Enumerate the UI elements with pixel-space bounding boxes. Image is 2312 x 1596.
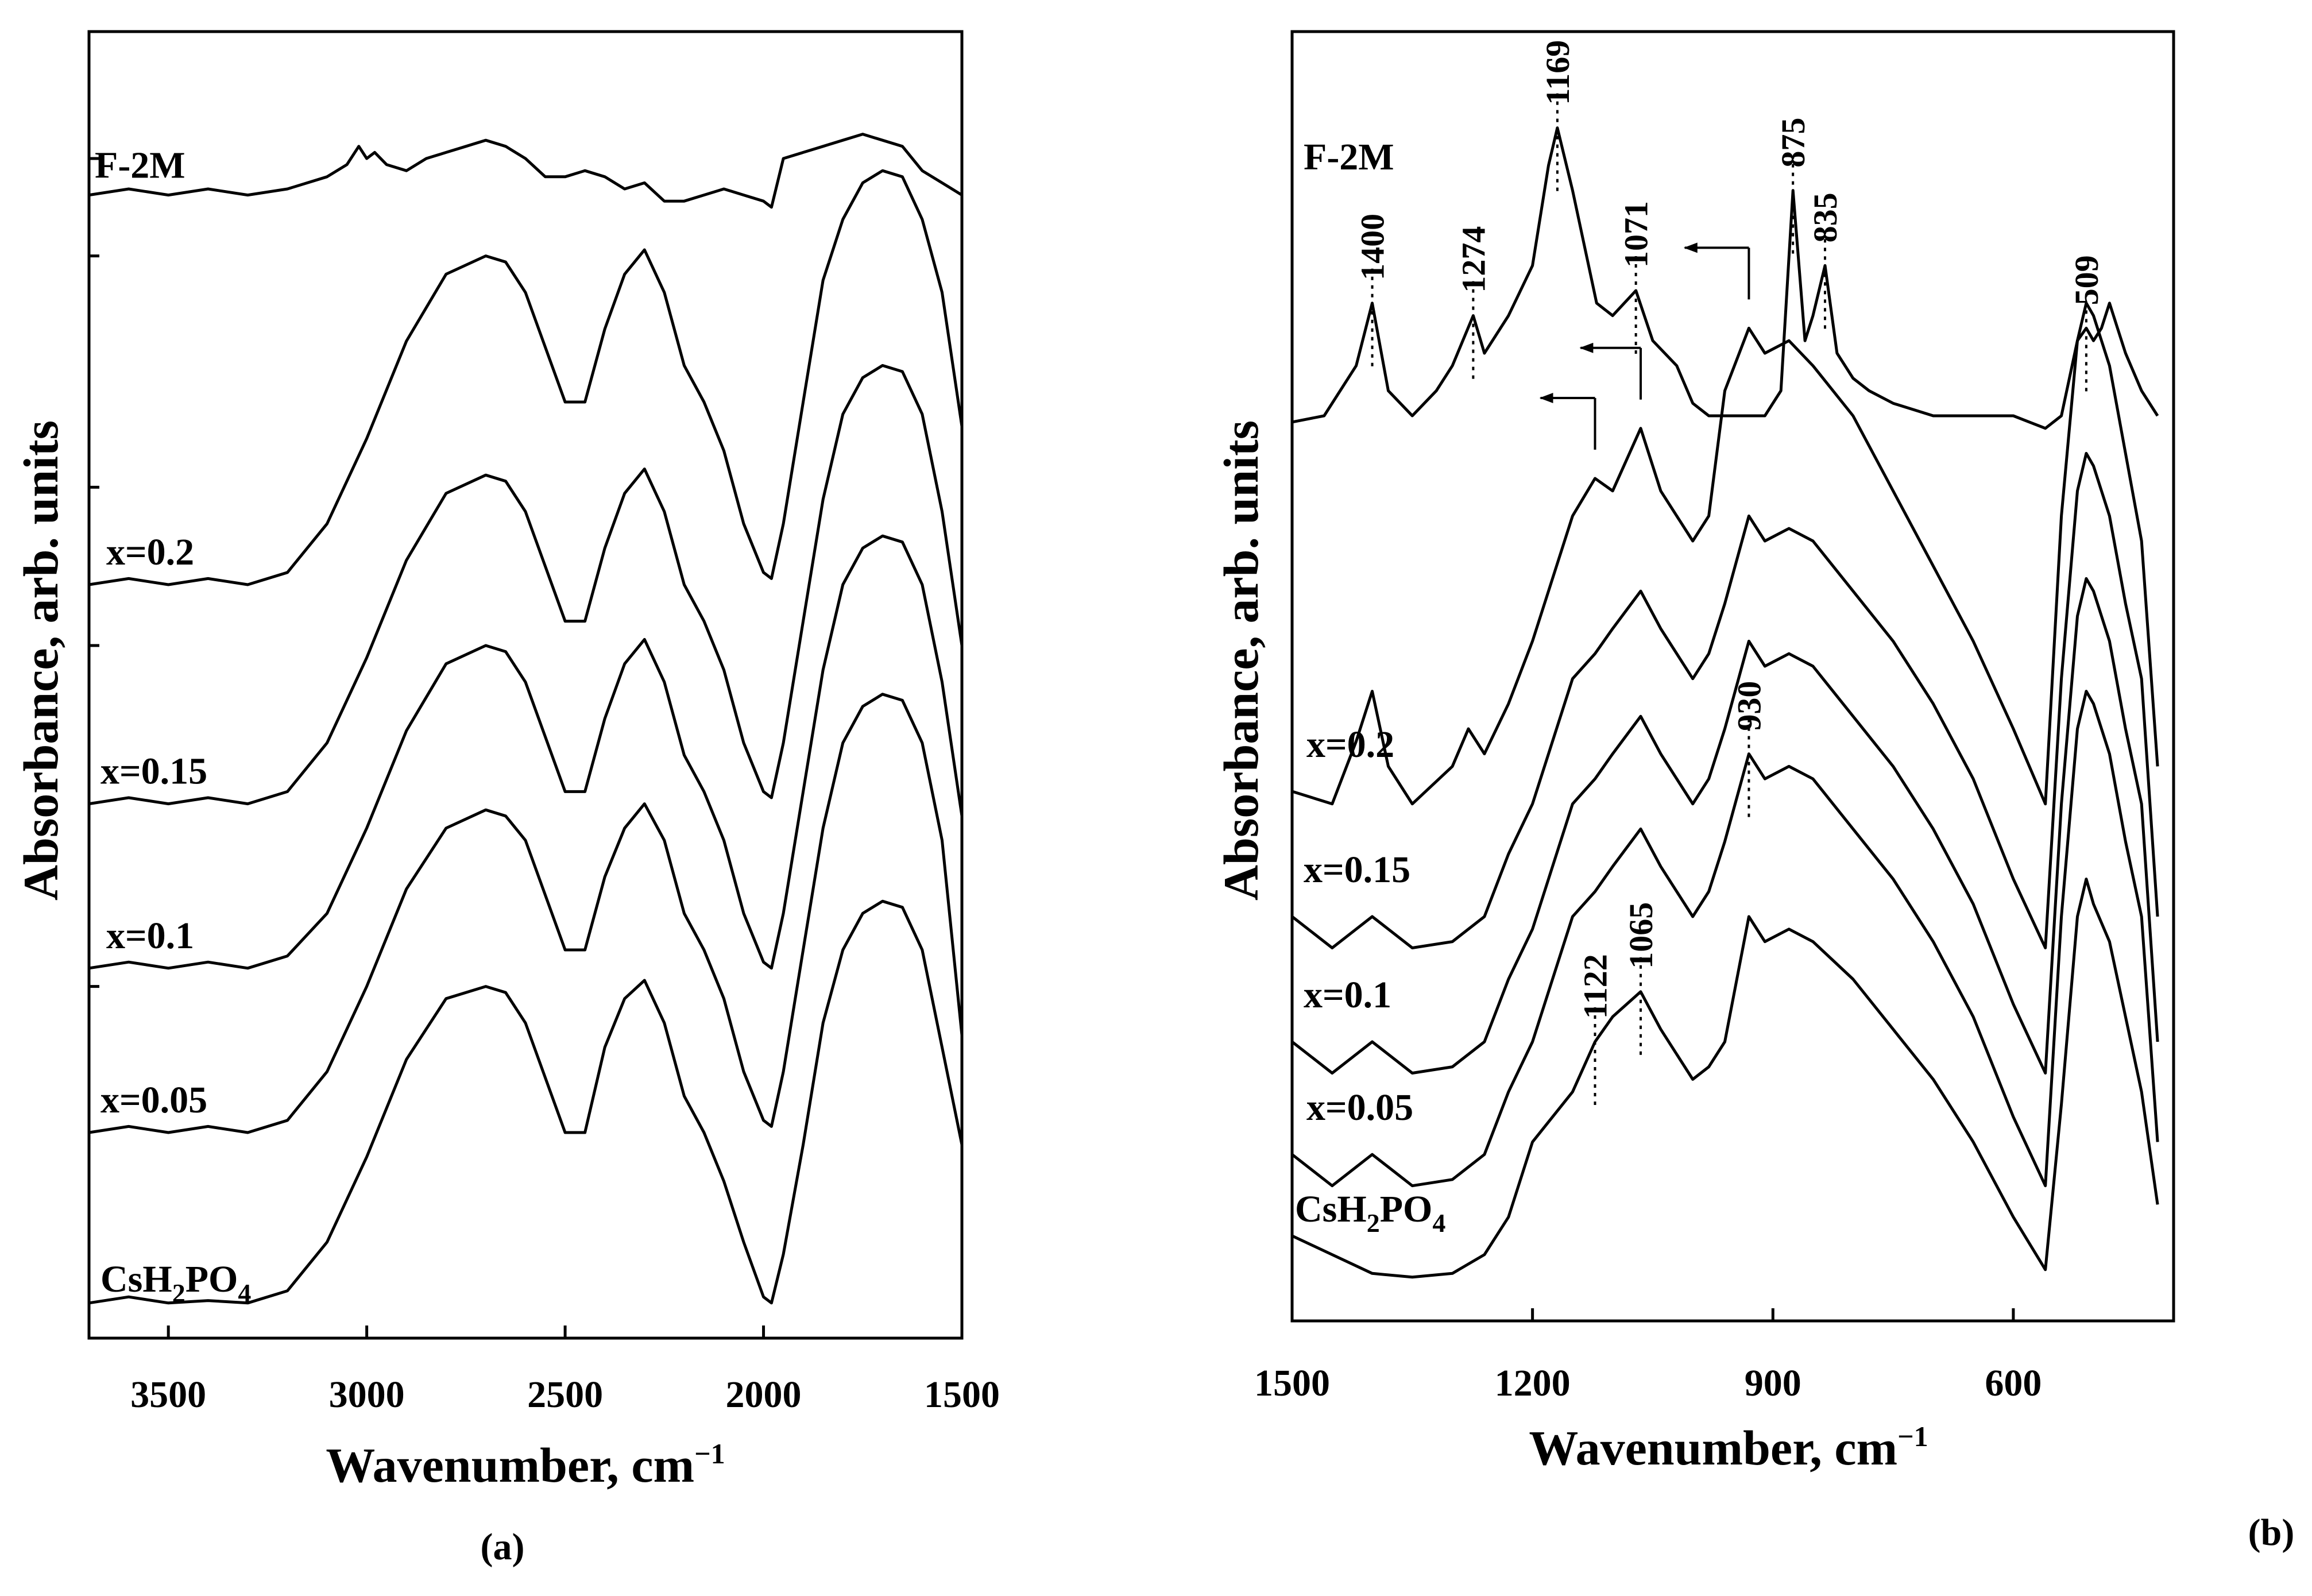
panel-b-peak-label-1274: 1274 — [1455, 226, 1492, 293]
panel-b-peak-label-1071: 1071 — [1618, 201, 1655, 268]
panel-b-peak-label-875: 875 — [1774, 118, 1812, 168]
panel-a-series-label-csh2po4: CsH2PO4 — [100, 1258, 251, 1308]
panel-b-x-tick-label-1200: 1200 — [1495, 1362, 1571, 1404]
panel-a-series-label-x-0-1: x=0.1 — [106, 915, 194, 957]
panel-b-chart: 1500 1200 900 600 CsH2PO4 x=0.05 x=0.1 x=0.15 x… — [1213, 30, 2295, 1554]
panel-a-x-tick-label-2000: 2000 — [726, 1374, 802, 1416]
panel-a-curve-csh2po4 — [88, 899, 964, 1305]
panel-b-curves — [1291, 126, 2159, 1279]
panel-b-peak-label-930: 930 — [1730, 681, 1768, 731]
panel-b-frame — [1290, 30, 2175, 1323]
panel-b-peak-label-1400: 1400 — [1354, 214, 1391, 280]
panel-b-curve-x-0-05 — [1291, 690, 2159, 1188]
panel-a-x-tick-label-2500: 2500 — [527, 1374, 603, 1416]
panel-a-x-ticks: 3500 3000 2500 2000 1500 — [130, 1326, 1000, 1416]
panel-b-curve-x-0-15 — [1291, 451, 2159, 949]
panel-a-series-label-f-2m: F-2M — [95, 145, 185, 187]
panel-b-label: (b) — [2248, 1512, 2295, 1554]
panel-b-series-label-csh2po4: CsH2PO4 — [1295, 1188, 1445, 1238]
panel-a-curve-x-0-1 — [88, 534, 964, 970]
panel-b-y-axis-title: Absorbance, arb. units — [1213, 420, 1269, 901]
panel-a-series-label-x-0-2: x=0.2 — [106, 531, 194, 573]
panel-b-x-tick-label-600: 600 — [1985, 1362, 2042, 1404]
panel-a-frame — [87, 30, 964, 1340]
panel-a-series-labels: CsH2PO4 x=0.05 x=0.1 x=0.15 x=0.2 F-2M — [95, 145, 251, 1308]
panel-b-series-label-x-0-2: x=0.2 — [1306, 724, 1394, 766]
panel-b-peak-label-1122: 1122 — [1576, 954, 1614, 1019]
panel-a-x-tick-label-1500: 1500 — [924, 1374, 1000, 1416]
panel-b-series-label-x-0-1: x=0.1 — [1304, 974, 1391, 1016]
panel-b-curve-f-2m — [1292, 126, 2159, 430]
panel-b-series-label-f-2m: F-2M — [1304, 136, 1394, 178]
panel-b-series-label-x-0-05: x=0.05 — [1306, 1087, 1413, 1129]
panel-b-x-tick-label-1500: 1500 — [1254, 1362, 1330, 1404]
panel-a-chart: 3500 3000 2500 2000 1500 CsH2PO4 x=0.05 x=0.1 x… — [13, 30, 1000, 1568]
panel-b-peak-label-1169: 1169 — [1539, 40, 1576, 105]
panel-b-curve-x-0-1 — [1291, 577, 2159, 1075]
panel-b-peak-label-1065: 1065 — [1622, 902, 1660, 969]
panel-a-curve-f-2m — [88, 133, 963, 209]
panel-b-series-labels: CsH2PO4 x=0.05 x=0.1 x=0.15 x=0.2 F-2M — [1295, 136, 1445, 1238]
panel-a-curve-x-0-2 — [88, 169, 964, 586]
panel-a-x-axis-title: Wavenumber, cm−1 — [326, 1437, 725, 1493]
panel-a-series-label-x-0-15: x=0.15 — [100, 751, 207, 793]
panel-a-x-tick-label-3000: 3000 — [329, 1374, 405, 1416]
panel-b-series-label-x-0-15: x=0.15 — [1304, 849, 1410, 891]
panel-b-curve-csh2po4 — [1291, 878, 2159, 1279]
panel-a-curve-x-0-15 — [88, 364, 964, 806]
panel-a-label: (a) — [481, 1526, 525, 1568]
panel-b-x-tick-label-900: 900 — [1745, 1362, 1801, 1404]
panel-a-y-axis-title: Absorbance, arb. units — [13, 420, 68, 901]
panel-b-peak-label-835: 835 — [1807, 192, 1844, 242]
panel-a-curve-x-0-05 — [88, 693, 964, 1134]
panel-b-x-axis-title: Wavenumber, cm−1 — [1529, 1420, 1928, 1475]
panel-b-shift-arrows — [1539, 242, 1750, 450]
panel-a-curves — [88, 133, 964, 1305]
panel-b-peak-label-509: 509 — [2068, 255, 2105, 305]
panel-a-x-tick-label-3500: 3500 — [130, 1374, 206, 1416]
panel-a-series-label-x-0-05: x=0.05 — [100, 1079, 207, 1121]
panel-b-x-ticks: 1500 1200 900 600 — [1254, 1308, 2042, 1404]
panel-a-y-ticks — [89, 157, 99, 988]
